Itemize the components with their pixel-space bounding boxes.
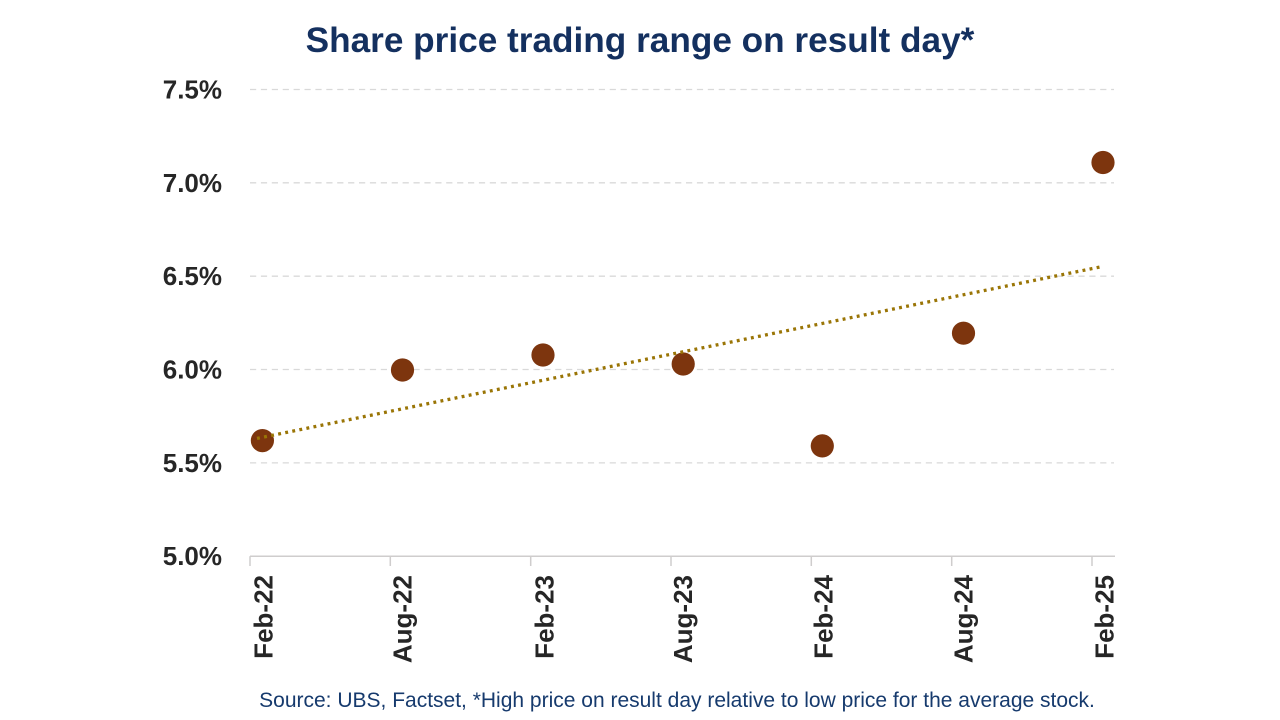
svg-text:7.0%: 7.0% (163, 168, 222, 198)
svg-text:Aug-23: Aug-23 (668, 575, 698, 663)
svg-text:Share price trading range on r: Share price trading range on result day* (306, 21, 975, 60)
svg-text:6.5%: 6.5% (163, 261, 222, 291)
svg-text:5.0%: 5.0% (163, 541, 222, 571)
svg-text:Feb-24: Feb-24 (809, 574, 839, 658)
svg-text:Source: UBS, Factset, *High pr: Source: UBS, Factset, *High price on res… (259, 689, 1095, 712)
svg-text:Aug-22: Aug-22 (388, 575, 418, 663)
svg-text:Feb-25: Feb-25 (1090, 575, 1120, 659)
svg-text:Feb-22: Feb-22 (249, 575, 279, 659)
svg-text:5.5%: 5.5% (163, 448, 222, 478)
svg-text:Feb-23: Feb-23 (530, 575, 560, 659)
svg-text:Aug-24: Aug-24 (949, 574, 979, 663)
svg-text:6.0%: 6.0% (163, 355, 222, 385)
svg-text:7.5%: 7.5% (163, 75, 222, 105)
